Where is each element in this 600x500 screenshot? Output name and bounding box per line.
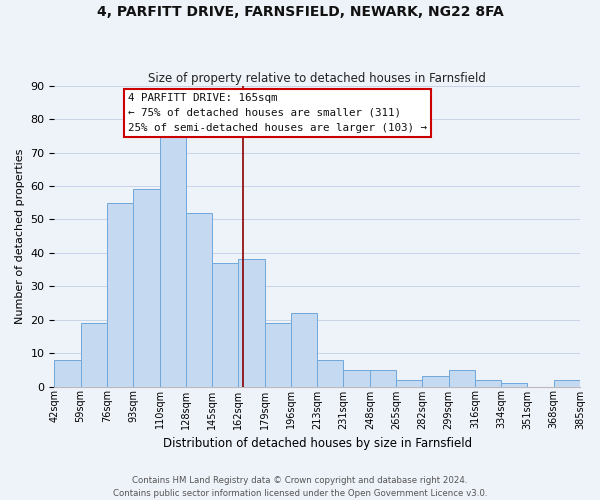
Bar [133,190,160,386]
Bar [317,360,343,386]
Bar [343,370,370,386]
Bar [265,323,291,386]
Bar [554,380,580,386]
Y-axis label: Number of detached properties: Number of detached properties [15,148,25,324]
Text: 4 PARFITT DRIVE: 165sqm: 4 PARFITT DRIVE: 165sqm [239,120,395,130]
Bar [475,380,501,386]
Bar [212,263,238,386]
Bar [160,132,186,386]
Bar [186,212,212,386]
Text: 4 PARFITT DRIVE: 165sqm
← 75% of detached houses are smaller (311)
25% of semi-d: 4 PARFITT DRIVE: 165sqm ← 75% of detache… [128,93,427,133]
Bar [238,260,265,386]
Bar [396,380,422,386]
Text: 4, PARFITT DRIVE, FARNSFIELD, NEWARK, NG22 8FA: 4, PARFITT DRIVE, FARNSFIELD, NEWARK, NG… [97,5,503,19]
Bar [80,323,107,386]
Bar [422,376,449,386]
Bar [55,360,80,386]
Title: Size of property relative to detached houses in Farnsfield: Size of property relative to detached ho… [148,72,486,85]
Text: Contains HM Land Registry data © Crown copyright and database right 2024.
Contai: Contains HM Land Registry data © Crown c… [113,476,487,498]
X-axis label: Distribution of detached houses by size in Farnsfield: Distribution of detached houses by size … [163,437,472,450]
Bar [449,370,475,386]
Bar [370,370,396,386]
Bar [501,383,527,386]
Bar [291,313,317,386]
Bar [107,202,133,386]
